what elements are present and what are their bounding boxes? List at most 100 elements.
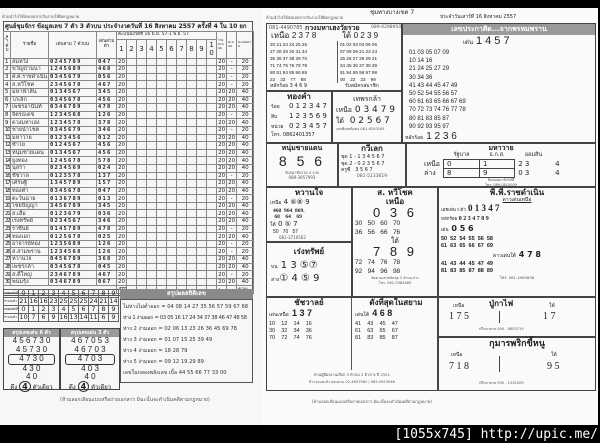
row-seven-digits: 0456789 (48, 255, 97, 264)
empty-period-cell (176, 118, 187, 127)
empty-period-cell (156, 57, 167, 67)
row-score-a: 20 (216, 118, 228, 127)
row-period-1-score: 20 (116, 87, 127, 97)
table-row: 2 ขวัญบ้านนา 1245689 468 20 20-20 (3, 65, 255, 74)
row-name: หวานใจ (10, 255, 49, 264)
empty-period-cell (186, 163, 197, 173)
row-score-a: 20 (216, 194, 228, 203)
left-footer: (ห้ามลอกเลียนแบบหรือถ่ายเอกสาร มิฉะนั้นจ… (60, 397, 210, 403)
row-period-1-score: 20 (116, 239, 127, 249)
empty-period-cell (156, 270, 167, 279)
empty-period-cell (156, 65, 167, 74)
empty-period-cell (156, 186, 167, 196)
empty-period-cell (166, 125, 177, 135)
row-score-b: 20 (226, 186, 238, 196)
empty-period-cell (205, 118, 218, 127)
table-row: 26 ส.สามพราน 1234568 126 20 20-20 (3, 247, 255, 257)
row-name: สมหวัง (10, 57, 49, 67)
row-score-b: - (226, 194, 238, 203)
empty-period-cell (136, 72, 147, 82)
empty-period-cell (205, 57, 218, 67)
row-three-digits: 157 (96, 179, 117, 188)
digit-cell: 23 (48, 297, 59, 306)
empty-period-cell (186, 194, 197, 203)
period-number: 5 (156, 38, 167, 59)
empty-period-cell (126, 186, 137, 196)
digit-row: เลขเด่นตัวที่ 0 1 2 3 4 5 6 7 8 9 (3, 305, 119, 314)
summary-line: 4 6 7 0 5 3 (71, 336, 109, 345)
dangsut-title: ดังที่สุดในสยาม (369, 298, 423, 307)
empty-period-cell (166, 133, 177, 143)
row-period-1-score: 20 (116, 163, 127, 173)
row-score-b: 20 (226, 217, 238, 226)
right-date: ประจำวันเสาร์ที่ 16 สิงหาคม 2557 (440, 14, 517, 20)
period-number: 4 (146, 38, 157, 59)
empty-period-cell (136, 103, 147, 112)
wichok-upper: 0 3 6 (373, 205, 417, 220)
digit-cell: 14 (78, 313, 89, 322)
chatchawan-nums: 10 12 14 16 30 32 34 36 70 72 74 76 (269, 321, 312, 341)
digit-row: จำนวนตัว 21 16 16 23 25 25 25 24 21 14 (3, 297, 119, 306)
row-three-digits: 012 (96, 133, 117, 143)
row-score-a: 20 (216, 72, 228, 82)
empty-period-cell (176, 87, 187, 97)
empty-period-cell (126, 232, 137, 241)
mahawai-row: เหนือ 0 1 2 3 4 (421, 159, 563, 169)
empty-period-cell (186, 201, 197, 211)
row-seven-digits: 0123679 (48, 209, 97, 219)
table-row: 21 ส.เสือ 0123679 036 20 20 20 40 (3, 209, 255, 219)
row-score-total: 40 (236, 232, 255, 241)
wanjai-lower: 0 ⑤ 7 (277, 219, 298, 228)
row-seven-digits: 1235689 (48, 239, 97, 249)
empty-period-cell (186, 118, 197, 127)
empty-period-cell (166, 87, 177, 97)
row-score-a: 20 (216, 95, 228, 105)
empty-period-cell (196, 209, 207, 219)
empty-period-cell (136, 95, 147, 105)
row-score-total: 40 (236, 201, 255, 211)
empty-period-cell (166, 163, 177, 173)
empty-period-cell (205, 80, 218, 89)
kuman-phone: ปรึกษาสาย 090 - 1032009 (479, 381, 524, 385)
empty-period-cell (136, 255, 147, 264)
empty-period-cell (186, 156, 197, 165)
chatchawan-lead-label: เด่นเหนือ (269, 312, 289, 318)
empty-period-cell (146, 156, 157, 165)
empty-period-cell (196, 110, 207, 120)
row-no: 17 (3, 179, 11, 188)
ratchadamnoen-nums-b: 41 43 44 45 47 49 81 83 85 87 88 89 (441, 260, 493, 274)
kong-lower-label: ใต้ (342, 31, 352, 40)
digit-cell: 6 (38, 313, 49, 322)
section-kuman: กุมารพริกขี้หนู เหนือ ใต้ 7 1 8 9 5 ปรึก… (438, 337, 596, 391)
row-three-digits: 047 (96, 186, 117, 196)
empty-period-cell (126, 57, 137, 67)
mahawai-cell: ล่าง (424, 169, 436, 177)
section-mahawai: มหาวาย รัฐบาล ธ.ก.ส. ออมสิน เหนือ 0 1 2 3 4 ล่าง… (406, 143, 596, 187)
empty-period-cell (176, 57, 187, 67)
empty-period-cell (156, 171, 167, 181)
stats-line: ห่าง 4 ง่ามออก = 18 28 79 (123, 348, 188, 354)
thongkham-title: ทองคำ (287, 92, 311, 101)
section-kawilek: กวีเลก ชุด 1 - 1 3 4 5 6 7 ชุด 2 - 0 2 3 … (338, 143, 406, 187)
row-score-total: 20 (236, 239, 255, 249)
thongkham-row: สิบ 1 2 3 5 6 9 (271, 112, 331, 122)
empty-period-cell (205, 277, 218, 287)
empty-period-cell (166, 118, 177, 127)
prakasit-lead-label: เด่น (463, 39, 474, 46)
empty-period-cell (166, 103, 177, 112)
empty-period-cell (176, 262, 187, 272)
digit-cell: 4 (58, 289, 69, 298)
kawilek-title: กวีเลก (361, 144, 383, 153)
row-score-a: 20 (216, 255, 228, 264)
empty-period-cell (186, 217, 197, 226)
row-score-b: - (226, 65, 238, 74)
empty-period-cell (156, 247, 167, 257)
row-name: ตะวันฉาย (10, 194, 49, 203)
prakasit-lead: 1 4 5 7 (475, 35, 510, 47)
row-score-total: 20 (236, 270, 255, 279)
row-score-b: - (226, 247, 238, 257)
empty-period-cell (176, 247, 187, 257)
digit-cell: 21 (98, 297, 109, 306)
row-score-a: 20 (216, 201, 228, 211)
row-three-digits: 478 (96, 103, 117, 112)
